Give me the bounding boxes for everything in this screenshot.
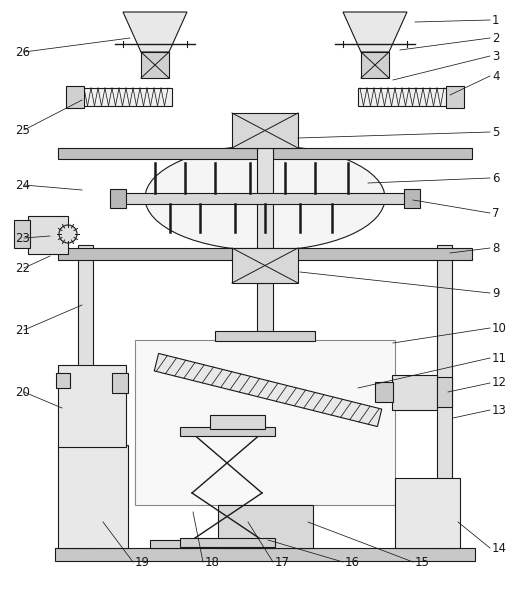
Bar [28, 216, 68, 254]
Text: 25: 25 [15, 124, 30, 136]
Bar [135, 340, 395, 505]
Bar [437, 245, 452, 548]
Text: 1: 1 [492, 14, 499, 27]
Text: 16: 16 [345, 556, 360, 568]
Polygon shape [343, 12, 407, 52]
Text: 6: 6 [492, 171, 499, 184]
Text: 14: 14 [492, 541, 507, 555]
Bar [232, 113, 298, 148]
Text: 3: 3 [492, 49, 499, 62]
Polygon shape [123, 12, 187, 52]
Text: 8: 8 [492, 242, 499, 255]
Bar [56, 373, 70, 388]
Text: 26: 26 [15, 45, 30, 58]
Bar [58, 365, 126, 447]
Bar [14, 220, 30, 248]
Bar [154, 353, 382, 427]
Text: 9: 9 [492, 287, 499, 299]
Bar [180, 538, 275, 547]
Text: 13: 13 [492, 403, 507, 416]
Bar [112, 193, 418, 204]
Text: 4: 4 [492, 70, 499, 83]
Bar [55, 548, 475, 561]
Bar [112, 373, 128, 393]
Text: 10: 10 [492, 321, 507, 334]
Text: 12: 12 [492, 377, 507, 390]
Text: 22: 22 [15, 261, 30, 274]
Text: 18: 18 [205, 556, 220, 568]
Text: 2: 2 [492, 32, 499, 45]
Bar [78, 245, 93, 548]
Text: 19: 19 [135, 556, 150, 568]
Bar [392, 375, 437, 410]
Bar [82, 88, 172, 106]
Bar [375, 382, 393, 402]
Bar [141, 52, 169, 78]
Bar [232, 248, 298, 283]
Bar [446, 86, 464, 108]
Bar [150, 540, 195, 548]
Bar [58, 148, 472, 159]
Bar [215, 331, 315, 341]
Bar [110, 189, 126, 208]
Bar [395, 478, 460, 548]
Text: 11: 11 [492, 352, 507, 365]
Text: 7: 7 [492, 206, 499, 220]
Ellipse shape [145, 146, 385, 250]
Circle shape [59, 225, 77, 243]
Bar [58, 248, 472, 260]
Bar [404, 189, 420, 208]
Bar [437, 377, 452, 407]
Text: 24: 24 [15, 178, 30, 192]
Bar [257, 283, 273, 333]
Text: 15: 15 [415, 556, 430, 568]
Bar [58, 445, 128, 548]
Bar [257, 148, 273, 248]
Text: 21: 21 [15, 324, 30, 337]
Text: 23: 23 [15, 231, 30, 245]
Text: 20: 20 [15, 386, 30, 399]
Bar [210, 415, 265, 429]
Text: 5: 5 [492, 126, 499, 139]
Bar [361, 52, 389, 78]
Bar [358, 88, 448, 106]
Bar [66, 86, 84, 108]
Bar [180, 427, 275, 436]
Text: 17: 17 [275, 556, 290, 568]
Bar [218, 505, 313, 548]
